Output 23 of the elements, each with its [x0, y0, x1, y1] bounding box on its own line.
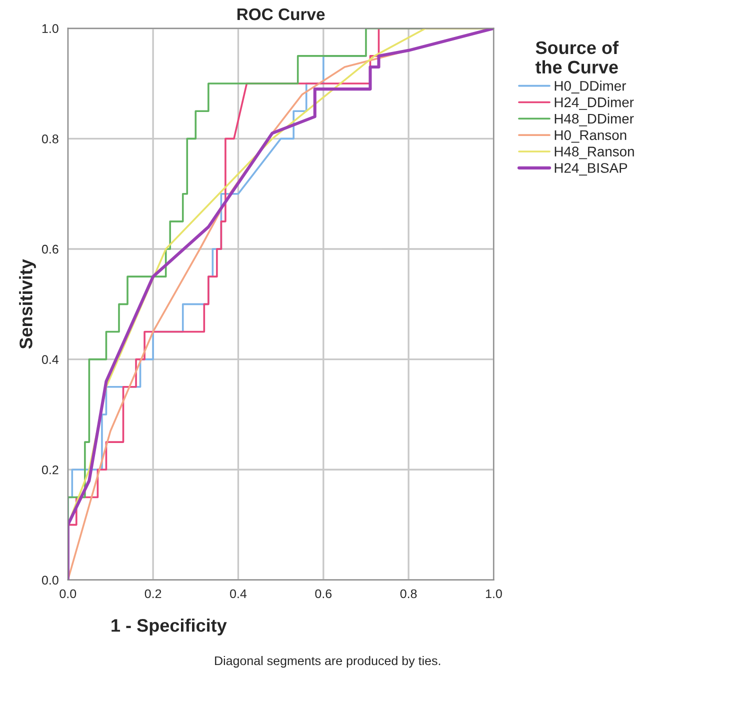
- y-axis-title: Sensitivity: [19, 259, 36, 349]
- y-tick-label: 0.4: [42, 355, 59, 364]
- x-tick-label: 0.6: [315, 589, 332, 598]
- legend-label: H48_Ranson: [554, 146, 634, 160]
- y-tick-label: 0.6: [42, 244, 58, 254]
- y-tick-label: 1.0: [42, 24, 58, 34]
- legend-label: H0_Ranson: [554, 130, 626, 143]
- x-tick-label: 0.2: [144, 589, 162, 598]
- text: Diagonal segments are produced by ties.: [215, 656, 440, 668]
- x-tick-label: 1.0: [486, 589, 502, 598]
- x-axis-title: 1 - Specificity: [112, 618, 227, 636]
- legend-label: H0_DDimer: [554, 80, 626, 94]
- legend-label: H24_DDimer: [554, 97, 634, 110]
- y-tick-label: 0.8: [42, 134, 58, 144]
- x-tick-label: 0.4: [230, 589, 247, 598]
- legend-title: Source of the Curve: [535, 40, 619, 74]
- y-tick-label: 0.0: [42, 576, 58, 585]
- legend-label: H48_DDimer: [554, 113, 634, 126]
- x-tick-label: 0.0: [60, 589, 76, 598]
- legend-label: H24_BISAP: [554, 163, 628, 176]
- chart-title: ROC Curve: [237, 8, 325, 20]
- x-tick-label: 0.8: [400, 589, 417, 598]
- y-tick-label: 0.2: [42, 465, 58, 474]
